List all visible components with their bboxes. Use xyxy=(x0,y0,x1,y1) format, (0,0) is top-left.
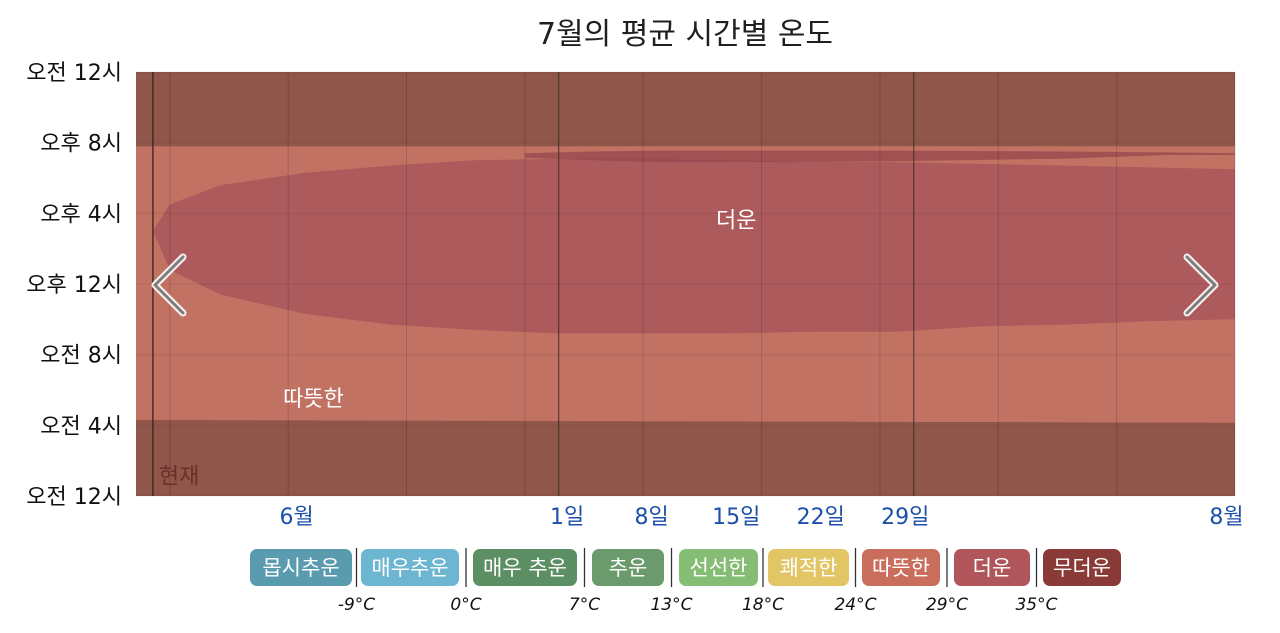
legend-swatch xyxy=(768,549,849,586)
legend-item: 매우추운 xyxy=(361,549,459,586)
temp-threshold-label: 7°C xyxy=(569,595,600,615)
legend-swatch xyxy=(862,549,940,586)
temp-threshold-label: 29°C xyxy=(926,595,968,615)
y-tick-label: 오전 4시 xyxy=(40,414,122,439)
legend-label: 무더운 xyxy=(1053,556,1111,580)
y-tick-label: 오후 8시 xyxy=(40,132,122,157)
legend-label: 추운 xyxy=(609,556,648,580)
temp-threshold-label: -9°C xyxy=(338,595,375,615)
y-tick-label: 오전 12시 xyxy=(26,61,122,86)
x-axis: 6월 8월 1일 8일 15일 22일 29일 xyxy=(279,505,1243,530)
temp-threshold-label: 35°C xyxy=(1015,595,1057,615)
legend-item: 더운 xyxy=(954,549,1030,586)
temp-threshold-label: 0°C xyxy=(450,595,481,615)
hot-band xyxy=(152,158,1235,334)
x-day-label: 1일 xyxy=(550,505,584,530)
x-day-label: 15일 xyxy=(712,505,760,530)
now-label: 현재 xyxy=(159,465,199,490)
y-tick-label: 오후 12시 xyxy=(26,273,122,298)
legend-swatch xyxy=(250,549,352,586)
legend-swatch xyxy=(1043,549,1121,586)
legend-item: 무더운 xyxy=(1043,549,1121,586)
temp-threshold-label: 13°C xyxy=(650,595,692,615)
x-day-label: 22일 xyxy=(797,505,845,530)
legend-item: 따뜻한 xyxy=(862,549,940,586)
legend-label: 따뜻한 xyxy=(872,556,930,580)
warm-zone-label: 따뜻한 xyxy=(283,387,344,412)
legend-item: 쾌적한 xyxy=(768,549,849,586)
temp-threshold-label: 24°C xyxy=(834,595,876,615)
y-tick-label: 오전 8시 xyxy=(40,344,122,369)
legend-item: 몹시추운 xyxy=(250,549,352,586)
prev-arrow-icon[interactable] xyxy=(145,245,195,325)
legend-label: 매우 추운 xyxy=(483,556,567,580)
plot-area xyxy=(136,71,1236,497)
y-tick-label: 오후 4시 xyxy=(40,202,122,227)
legend-label: 몹시추운 xyxy=(262,556,339,580)
x-month-label: 6월 xyxy=(279,505,313,530)
hot-zone-label: 더운 xyxy=(716,208,756,233)
x-month-label: 8월 xyxy=(1209,505,1243,530)
legend-swatch xyxy=(592,549,664,586)
x-day-label: 29일 xyxy=(881,505,929,530)
legend-label: 매우추운 xyxy=(371,556,448,580)
legend-swatch xyxy=(679,549,758,586)
hotter-band xyxy=(524,150,1235,163)
legend-item: 선선한 xyxy=(679,549,758,586)
legend-label: 선선한 xyxy=(690,556,748,580)
legend-label: 쾌적한 xyxy=(780,556,838,580)
legend-label: 더운 xyxy=(973,556,1012,580)
legend-item: 매우 추운 xyxy=(473,549,577,586)
y-tick-label: 오전 12시 xyxy=(26,485,122,510)
x-day-label: 8일 xyxy=(635,505,669,530)
temp-threshold-label: 18°C xyxy=(742,595,784,615)
next-arrow-icon[interactable] xyxy=(1180,245,1230,325)
legend-item: 추운 xyxy=(592,549,664,586)
legend-swatch xyxy=(954,549,1030,586)
chart-title: 7월의 평균 시간별 온도 xyxy=(537,17,833,52)
legend-swatch xyxy=(361,549,459,586)
legend-swatch xyxy=(473,549,577,586)
